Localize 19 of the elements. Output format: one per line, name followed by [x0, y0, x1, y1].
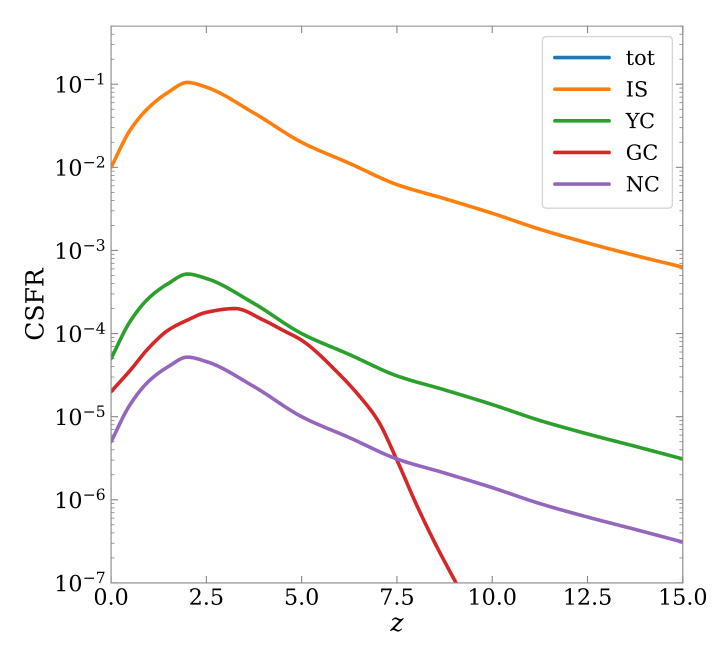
y-tick-label: 10$^{−4}$ — [56, 322, 105, 342]
y-tick-label: 10$^{−6}$ — [56, 488, 105, 508]
y-tick-label: 10$^{−2}$ — [56, 156, 104, 176]
y-axis-title: CSFR — [24, 268, 44, 340]
legend-label: YC — [625, 112, 654, 128]
x-axis-title: z — [390, 617, 404, 632]
x-tick-label: 12.5 — [565, 588, 611, 605]
x-tick-label: 10.0 — [470, 588, 516, 605]
x-tick-label: 15.0 — [660, 588, 706, 605]
legend-label: GC — [626, 144, 658, 160]
x-tick-label: 2.5 — [190, 588, 222, 605]
y-tick-label: 10$^{−3}$ — [56, 239, 104, 260]
y-tick-label: 10$^{−5}$ — [56, 406, 104, 426]
x-tick-label: 7.5 — [381, 588, 413, 605]
legend-label: NC — [626, 176, 659, 192]
y-tick-label: 10$^{−1}$ — [56, 72, 104, 93]
legend-label: tot — [626, 50, 655, 66]
legend-label: IS — [626, 81, 647, 97]
x-tick-label: 5.0 — [286, 588, 318, 605]
